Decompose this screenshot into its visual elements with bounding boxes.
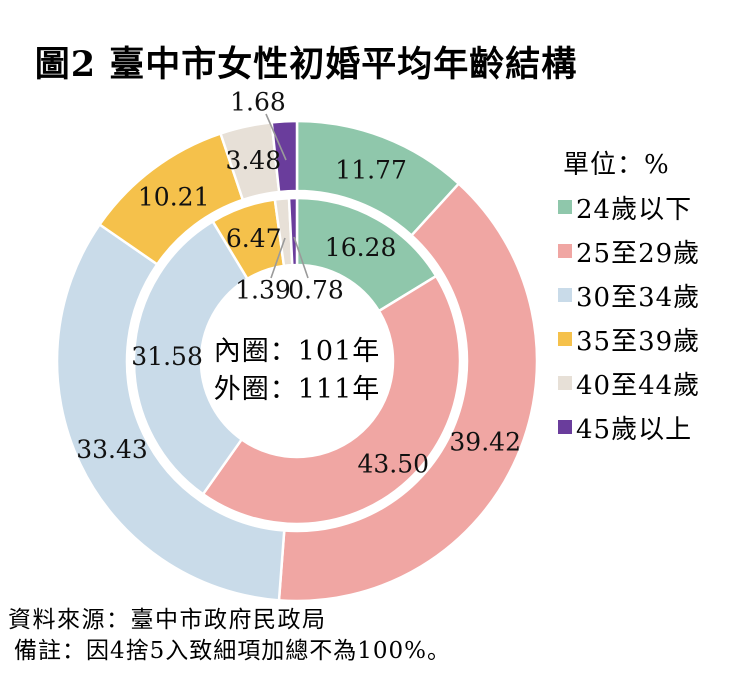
legend-label: 35至39歲 [576,326,701,357]
data-source-note: 資料來源：臺中市政府民政局 [8,607,327,633]
legend-label: 24歲以下 [576,194,693,225]
inner-ring-slice-1 [201,274,462,526]
legend-item-35-39: 35至39歲 [558,317,700,361]
legend-item-under-24: 24歲以下 [558,185,700,229]
legend-label: 25至29歲 [576,238,701,269]
leader-lines [265,113,309,279]
legend-swatch-40-44 [558,376,572,390]
inner-ring-value-label-0: 16.28 [325,233,397,262]
outer-ring-value-label-4: 3.48 [225,146,281,175]
chart-title: 圖2 臺中市女性初婚平均年齡結構 [34,44,578,85]
legend-item-45-up: 45歲以上 [558,405,700,449]
outer-ring-key: 外圈：111年 [213,374,381,405]
legend: 24歲以下 25至29歲 30至34歲 35至39歲 40至44歲 45歲以上 [558,185,700,449]
outer-ring-value-label-3: 10.21 [138,183,210,212]
legend-label: 30至34歲 [576,282,701,313]
inner-ring-key: 內圈：101年 [213,336,381,367]
value-labels: 16.28 43.50 31.58 6.47 1.390.78 11.77 39.42 33.… [76,88,521,479]
ring-key-annotation: 內圈：101年 外圈：111年 [147,333,447,409]
unit-label: 單位：% [563,150,670,180]
outer-ring-slice-2 [55,223,286,602]
inner-ring-value-label-2: 31.58 [131,342,203,371]
legend-swatch-45-up [558,420,572,434]
inner-ring-leader-line-4 [270,237,286,279]
outer-ring-value-label-2: 33.43 [76,435,148,464]
outer-ring-value-label-0: 11.77 [335,155,407,184]
inner-ring-leader-line-5 [293,236,309,279]
legend-item-40-44: 40至44歲 [558,361,700,405]
legend-swatch-25-29 [558,244,572,258]
outer-ring-leader-line-5 [265,113,287,161]
inner-ring-value-label-3: 6.47 [226,224,282,253]
inner-ring-value-label-1: 43.50 [358,450,430,479]
legend-swatch-35-39 [558,332,572,346]
outer-ring-value-label-5: 1.68 [230,88,286,117]
legend-item-25-29: 25至29歲 [558,229,700,273]
outer-ring-value-label-1: 39.42 [449,428,521,457]
inner-ring-slice-5 [287,196,299,267]
legend-swatch-under-24 [558,200,572,214]
inner-ring-slice-2 [132,220,249,496]
outer-ring-slice-1 [277,182,539,603]
legend-item-30-34: 30至34歲 [558,273,700,317]
legend-label: 45歲以上 [576,414,693,445]
inner-ring-value-label-5: 0.78 [288,276,344,305]
slices [55,119,539,603]
legend-swatch-30-34 [558,288,572,302]
rounding-note: 備註：因4捨5入致細項加總不為100%。 [14,638,452,664]
legend-label: 40至44歲 [576,370,701,401]
inner-ring-value-label-4: 1.39 [235,276,291,305]
